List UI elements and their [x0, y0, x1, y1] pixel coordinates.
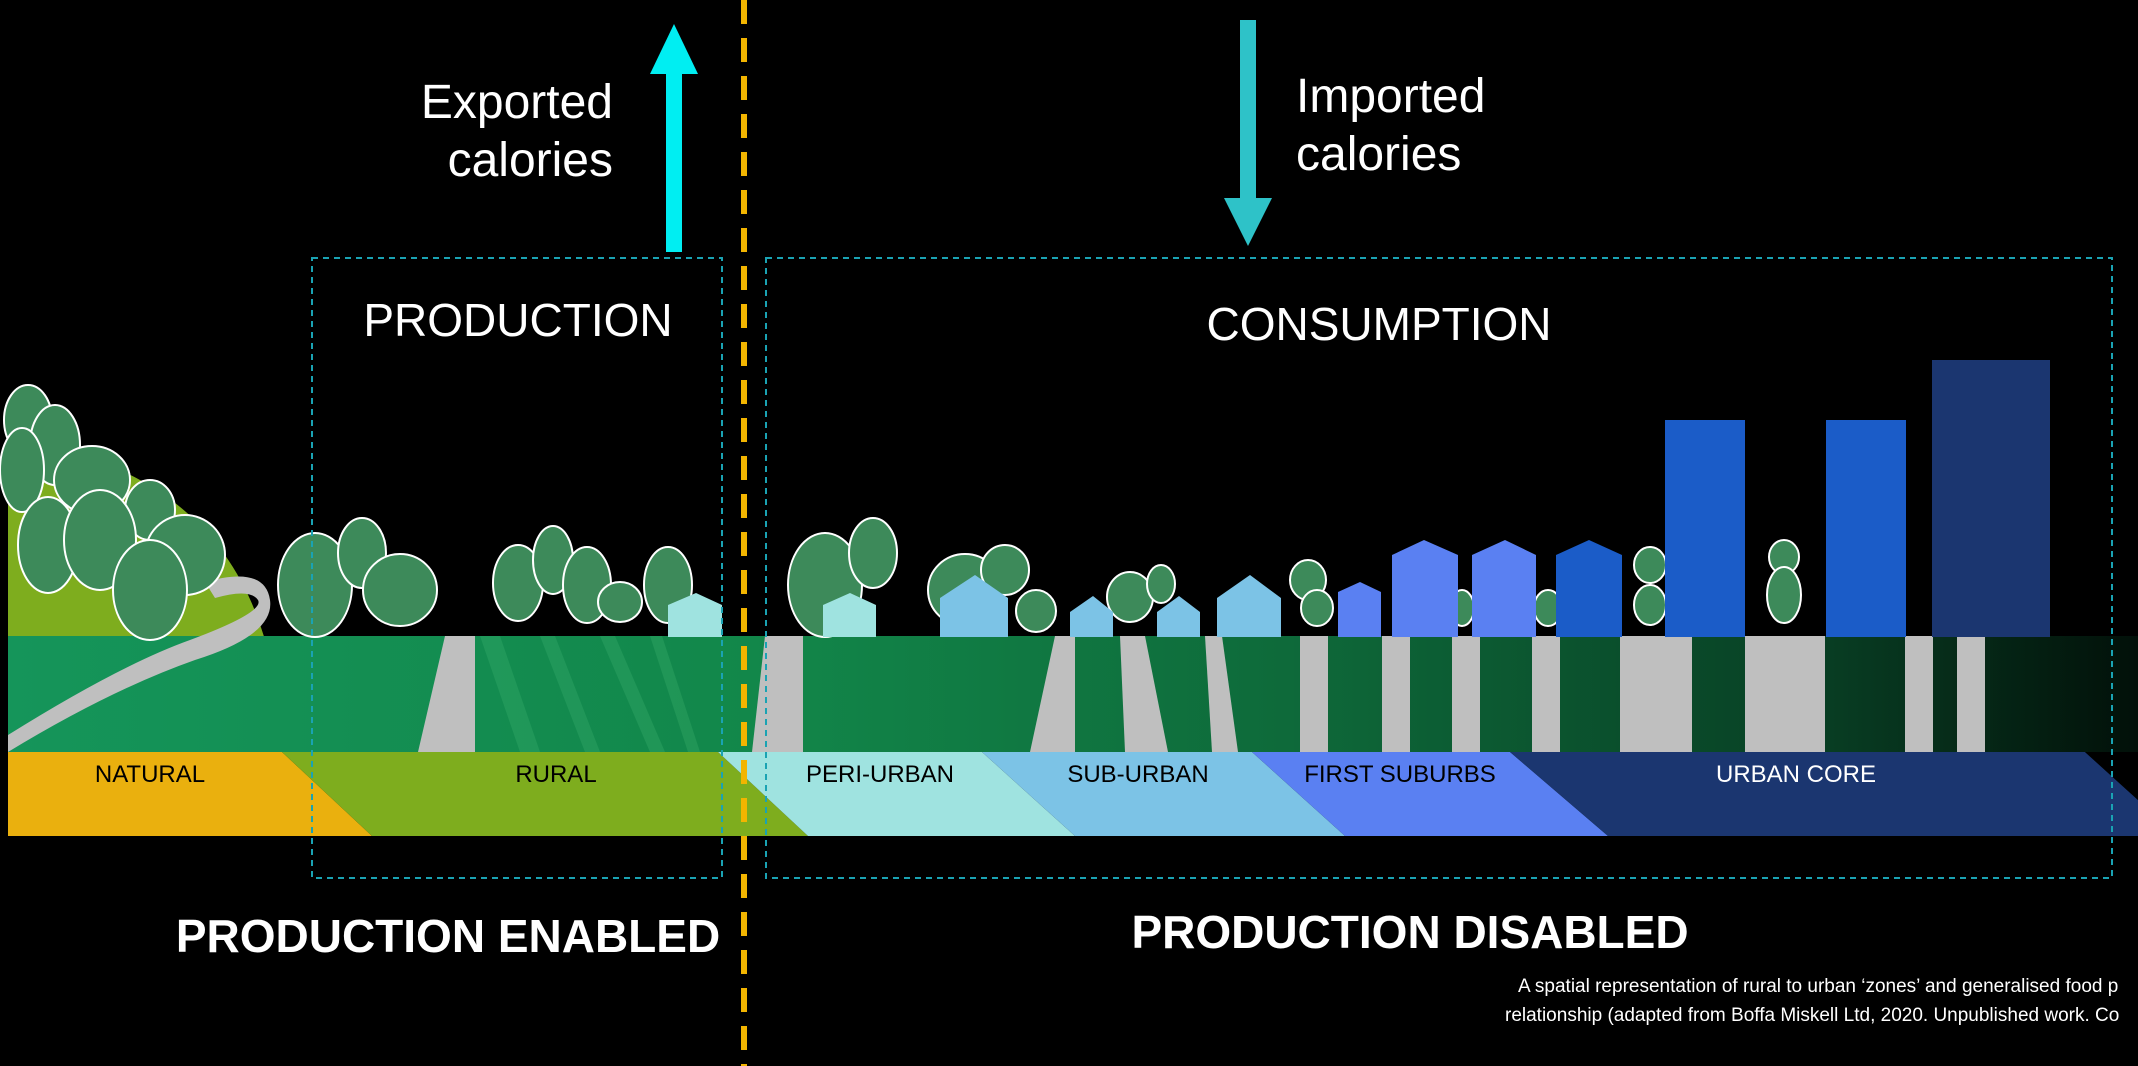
production-box	[311, 257, 723, 879]
tower	[1932, 360, 2050, 637]
tower	[1665, 420, 1745, 637]
zone-label-natural: NATURAL	[95, 761, 205, 788]
zone-band	[8, 752, 2138, 836]
house	[1556, 540, 1622, 637]
zone-peri-urban-band	[718, 752, 1075, 836]
production-enabled-heading: PRODUCTION ENABLED	[176, 910, 720, 962]
caption-line2: relationship (adapted from Boffa Miskell…	[1505, 1005, 2119, 1026]
caption-line1: A spatial representation of rural to urb…	[1518, 976, 2118, 997]
exported-label-line1: Exported	[421, 76, 613, 129]
imported-label-line2: calories	[1296, 128, 1461, 181]
tower	[1826, 420, 1906, 637]
imported-calories-label: Imported calories	[1296, 70, 1485, 181]
house	[1472, 540, 1536, 637]
house	[1338, 582, 1381, 637]
exported-label-line2: calories	[448, 134, 613, 187]
house	[940, 575, 1008, 637]
zone-labels: NATURAL RURAL PERI-URBAN SUB-URBAN FIRST…	[95, 761, 1876, 788]
zone-rural-band	[282, 752, 808, 836]
production-heading: PRODUCTION	[363, 294, 672, 346]
consumption-heading: CONSUMPTION	[1207, 298, 1552, 350]
zone-sub-urban-band	[982, 752, 1345, 836]
house	[1217, 575, 1281, 637]
house	[823, 593, 876, 637]
consumption-box	[765, 257, 2113, 879]
import-arrow-icon	[1224, 20, 1272, 246]
trees	[0, 384, 1802, 641]
zone-natural-band	[8, 752, 372, 836]
zone-label-rural: RURAL	[515, 761, 596, 788]
zone-label-first-suburbs: FIRST SUBURBS	[1304, 761, 1496, 788]
zone-label-urban-core: URBAN CORE	[1716, 761, 1876, 788]
zone-urban-core-band	[1510, 752, 2138, 836]
imported-label-line1: Imported	[1296, 70, 1485, 123]
production-disabled-heading: PRODUCTION DISABLED	[1131, 906, 1688, 958]
zone-boxes	[311, 257, 2113, 879]
zone-first-suburbs-band	[1252, 752, 1608, 836]
exported-calories-label: Exported calories	[421, 76, 613, 187]
field-stripes	[480, 636, 700, 752]
towers	[1665, 360, 2050, 637]
house	[1392, 540, 1458, 637]
zone-label-sub-urban: SUB-URBAN	[1067, 761, 1208, 788]
houses	[668, 540, 1622, 637]
export-arrow-icon	[650, 24, 698, 252]
house	[1157, 596, 1200, 637]
house	[1070, 596, 1113, 637]
roads	[8, 576, 1985, 752]
zone-label-peri-urban: PERI-URBAN	[806, 761, 954, 788]
house	[668, 593, 722, 637]
